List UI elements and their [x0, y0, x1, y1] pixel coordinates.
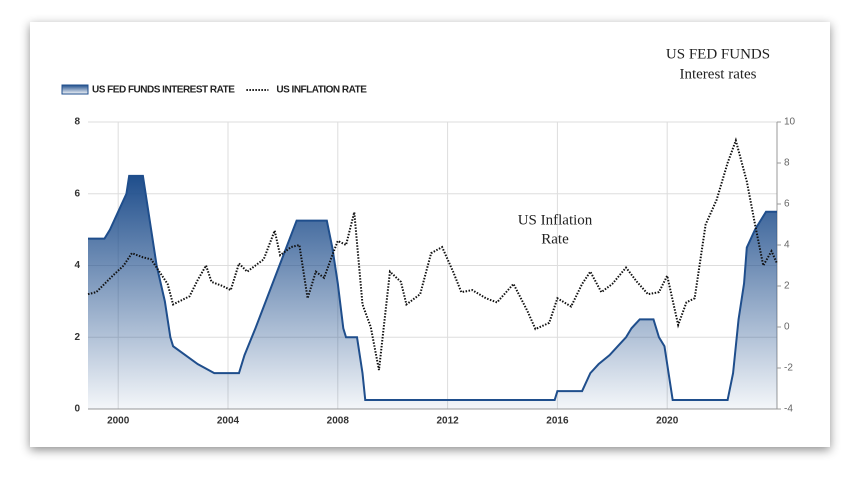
legend-label: US INFLATION RATE [276, 85, 367, 96]
line [87, 137, 778, 371]
x-tick-label: 2004 [217, 416, 240, 427]
x-tick-label: 2012 [436, 416, 459, 427]
x-tick-label: 2008 [327, 416, 350, 427]
y-tick-label: 2 [74, 332, 80, 343]
annotation: Rate [541, 231, 569, 247]
y-tick-label: 6 [74, 188, 80, 199]
x-tick-label: 2000 [107, 416, 130, 427]
y-tick-label: 0 [74, 404, 80, 415]
line [88, 174, 777, 402]
annotation: US FED FUNDS [666, 46, 770, 62]
y2-tick-label: 10 [784, 117, 796, 128]
y2-tick-label: -4 [784, 404, 793, 415]
y2-tick-label: 8 [784, 158, 790, 169]
y2-tick-label: 6 [784, 199, 790, 210]
y2-tick-label: 4 [784, 240, 790, 251]
annotation: US Inflation [518, 212, 593, 228]
y2-tick-label: 2 [784, 281, 790, 292]
legend-label: US FED FUNDS INTEREST RATE [92, 85, 235, 96]
y2-tick-label: 0 [784, 322, 790, 333]
y-tick-label: 8 [74, 117, 80, 128]
area [88, 175, 777, 409]
x-tick-label: 2020 [656, 416, 679, 427]
y2-tick-label: -2 [784, 363, 793, 374]
annotation: Interest rates [679, 66, 756, 82]
y-tick-label: 4 [74, 260, 80, 271]
legend-swatch [61, 84, 89, 95]
x-tick-label: 2016 [546, 416, 569, 427]
